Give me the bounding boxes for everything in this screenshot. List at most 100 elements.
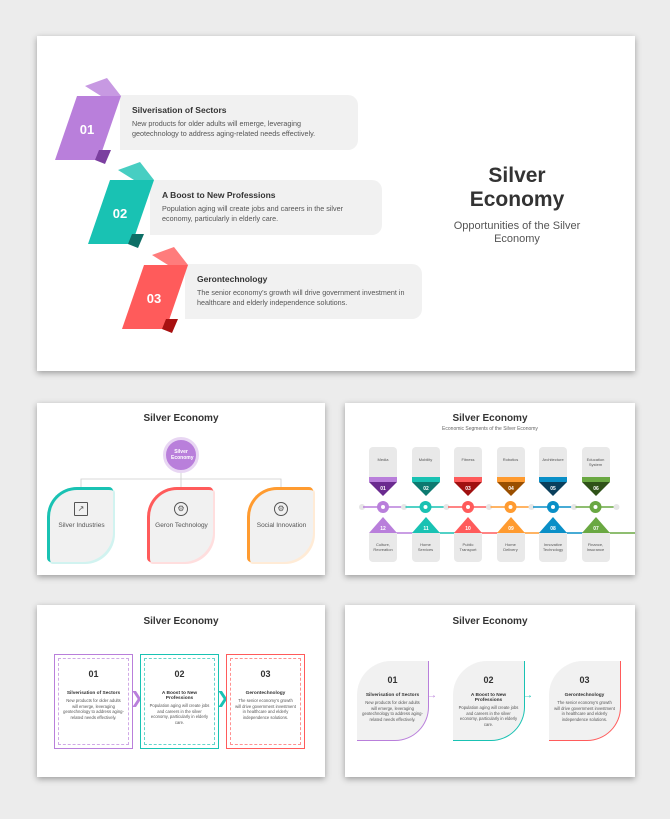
- segment-pointer-up: [454, 517, 482, 533]
- slide-2-thumbnail[interactable]: Silver Economy Silver Economy ↗ Silver In…: [37, 403, 325, 575]
- segment-box-bottom: Finance, Insurance: [581, 533, 610, 562]
- leaf-card-text: New products for older adults will emerg…: [362, 700, 423, 722]
- ribbon-body: [55, 96, 121, 160]
- leaf-card-number: 01: [387, 675, 398, 685]
- segment-band: [411, 477, 440, 482]
- slide-3-subtitle: Economic Segments of the Silver Economy: [442, 426, 538, 432]
- slide-5-title: Silver Economy: [452, 616, 528, 627]
- process-card-title: A Boost to New Professions: [161, 691, 198, 701]
- ribbon-body: [88, 180, 154, 244]
- process-card-text: New products for older adults will emerg…: [63, 698, 124, 720]
- feature-card-text: Population aging will create jobs and ca…: [162, 204, 343, 223]
- segment-pointer-up: [496, 517, 525, 533]
- category-card: ↗ Silver Industries: [47, 487, 113, 562]
- segment-pointer: [369, 482, 397, 496]
- segment-pointer: [411, 482, 440, 496]
- feature-card-box: Gerontechnology The senior economy's grow…: [185, 264, 422, 319]
- segment-arrow-top: 04: [496, 477, 525, 496]
- segment-arrow-top: 03: [454, 477, 482, 496]
- segment-arrow-bottom: 11: [411, 517, 440, 533]
- ribbon-fold: [85, 78, 121, 96]
- segment-number: 10: [465, 526, 471, 532]
- leaf-card-number: 03: [579, 675, 590, 685]
- segment-pointer: [581, 482, 610, 496]
- process-card-title: Gerontechnology: [245, 691, 286, 696]
- category-card: ⚙ Social Innovation: [247, 487, 313, 562]
- segment-box-top: Mobility: [411, 447, 440, 477]
- slide-1-main[interactable]: Silverisation of Sectors New products for…: [37, 36, 635, 371]
- slide-4-thumbnail[interactable]: Silver Economy 01 Silverisation of Sector…: [37, 605, 325, 777]
- timeline-end-dot: [359, 504, 365, 510]
- timeline-separator-dot: [401, 504, 407, 510]
- process-card-number: 01: [88, 669, 99, 679]
- segment-band: [539, 477, 567, 482]
- slide-5-thumbnail[interactable]: Silver Economy 01 Silverisation of Sector…: [345, 605, 635, 777]
- ribbon-fold: [118, 162, 154, 180]
- segment-number: 01: [380, 486, 386, 492]
- segment-band: [496, 477, 525, 482]
- timeline-node-center: [381, 505, 385, 509]
- segment-pointer: [496, 482, 525, 496]
- process-card-number: 03: [260, 669, 271, 679]
- segment-pointer-up: [539, 517, 567, 533]
- segment-arrow-top: 06: [581, 477, 610, 496]
- segment-number: 04: [508, 486, 514, 492]
- timeline-separator-dot: [486, 504, 492, 510]
- arrow-connector-icon: →: [427, 690, 437, 701]
- ribbon-body: [122, 265, 188, 329]
- process-card-text: The senior economy's growth will drive g…: [235, 698, 296, 720]
- category-card-label: Silver Industries: [58, 522, 105, 529]
- timeline-node-center: [551, 505, 555, 509]
- slide-2-title: Silver Economy: [143, 413, 219, 424]
- connector-lines: [80, 473, 282, 487]
- timeline-separator-dot: [613, 504, 620, 510]
- process-card: 02 A Boost to New Professions Population a…: [140, 654, 219, 749]
- segment-box-bottom: Home Services: [411, 533, 440, 562]
- ribbon-number: 01: [80, 122, 94, 137]
- segment-arrow-bottom: 10: [454, 517, 482, 533]
- feature-card-box: Silverisation of Sectors New products for…: [120, 95, 358, 150]
- segment-pointer-up: [369, 517, 397, 533]
- timeline-node-center: [593, 505, 598, 509]
- ribbon-badge: 03: [122, 247, 188, 333]
- process-card-text: Population aging will create jobs and ca…: [149, 703, 210, 725]
- segment-number: 05: [550, 486, 556, 492]
- segment-number: 03: [465, 486, 471, 492]
- category-card-label: Social Innovation: [256, 522, 307, 529]
- ribbon-tail: [95, 150, 111, 164]
- segment-pointer: [454, 482, 482, 496]
- feature-card-box: A Boost to New Professions Population agi…: [150, 180, 382, 235]
- lightbulb-gear-icon: ⚙: [274, 502, 288, 516]
- slide-4-title: Silver Economy: [143, 616, 219, 627]
- category-card: ⚙ Geron Technology: [147, 487, 213, 562]
- ribbon-badge: 01: [55, 78, 121, 164]
- segment-arrow-bottom: 07: [581, 517, 610, 533]
- feature-card-title: Gerontechnology: [197, 274, 268, 284]
- feature-card-text: The senior economy's growth will drive g…: [197, 288, 405, 307]
- segment-arrow-top: 01: [369, 477, 397, 496]
- segment-number: 09: [508, 526, 514, 532]
- leaf-card-text: Population aging will create jobs and ca…: [458, 705, 519, 727]
- timeline-node-center: [423, 505, 428, 509]
- leaf-card-title: A Boost to New Professions: [470, 693, 507, 703]
- segment-band: [454, 477, 482, 482]
- segment-arrow-top: 02: [411, 477, 440, 496]
- process-card-inner: 01 Silverisation of Sectors New products f…: [58, 658, 129, 745]
- timeline-separator-dot: [528, 504, 535, 510]
- slide-1-subtitle: Opportunities of the Silver Economy: [453, 220, 581, 245]
- slide-3-thumbnail[interactable]: Silver Economy Economic Segments of the …: [345, 403, 635, 575]
- timeline-separator-dot: [571, 504, 577, 510]
- segment-box-bottom: Culture, Recreation: [369, 533, 397, 562]
- segment-box-top: Architecture: [539, 447, 567, 477]
- gear-brain-icon: ⚙: [174, 502, 188, 516]
- process-card-inner: 02 A Boost to New Professions Population a…: [144, 658, 215, 745]
- ribbon-tail: [128, 234, 144, 248]
- slide-3-title: Silver Economy: [452, 413, 528, 424]
- feature-card-text: New products for older adults will emerg…: [132, 119, 316, 138]
- leaf-card-title: Gerontechnology: [564, 693, 605, 698]
- timeline-node-center: [508, 505, 513, 509]
- timeline-separator-dot: [443, 504, 450, 510]
- category-card-label: Geron Technology: [155, 522, 208, 529]
- segment-number: 06: [593, 486, 599, 492]
- ribbon-badge: 02: [88, 162, 154, 248]
